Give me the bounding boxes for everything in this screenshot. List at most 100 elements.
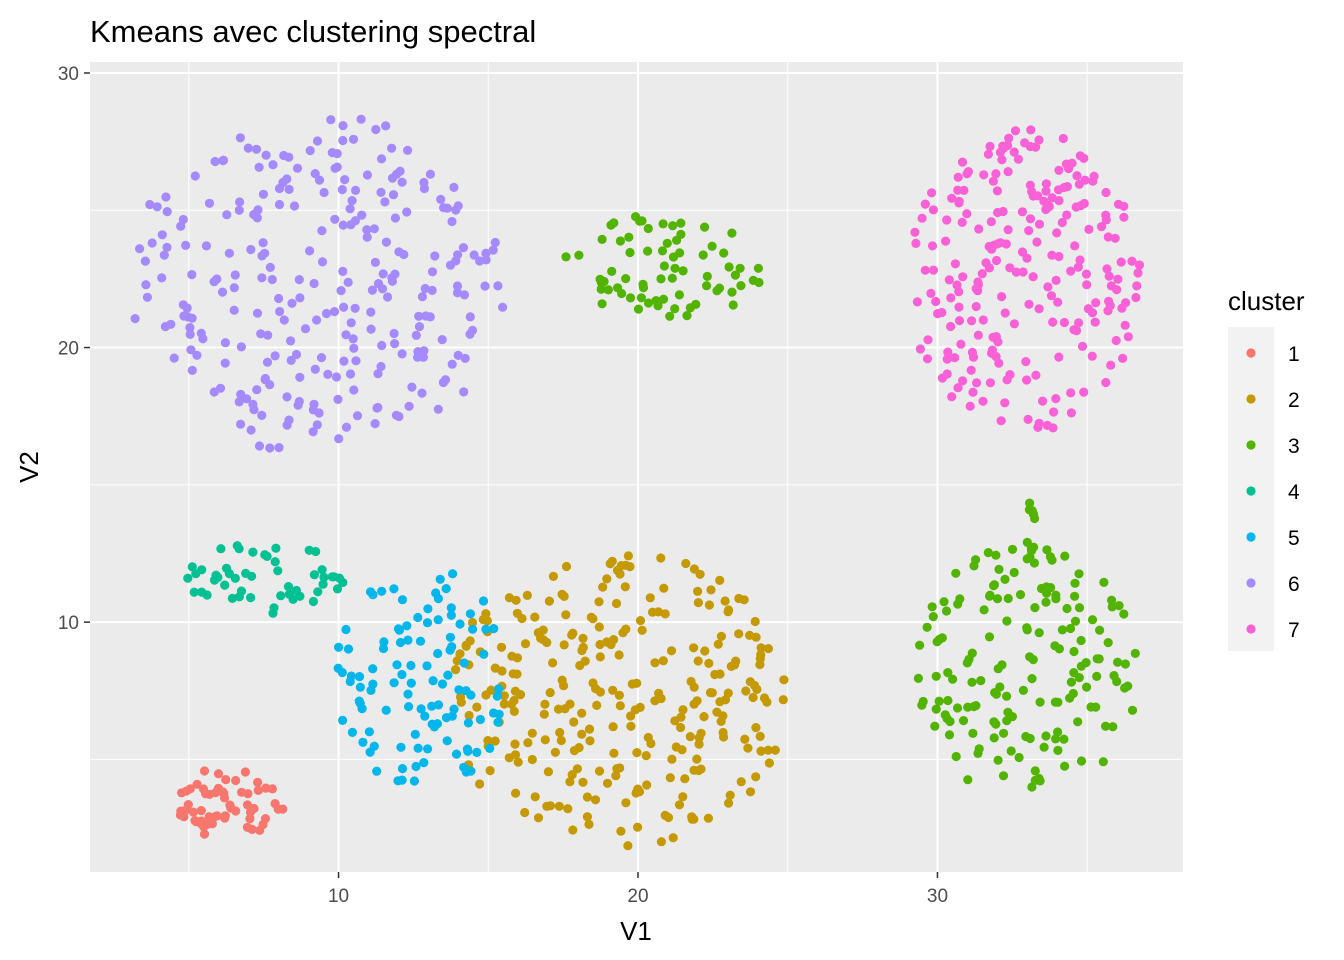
- data-point: [694, 733, 704, 743]
- data-point: [530, 792, 540, 802]
- data-point: [1024, 299, 1034, 309]
- data-point: [704, 600, 715, 610]
- data-point: [1025, 498, 1035, 508]
- legend-label-1: 1: [1288, 343, 1300, 366]
- data-point: [390, 269, 400, 279]
- data-point: [748, 692, 758, 703]
- data-point: [997, 292, 1007, 302]
- data-point: [417, 388, 427, 398]
- data-point: [1004, 133, 1014, 143]
- data-point: [293, 400, 303, 410]
- data-point: [394, 625, 404, 635]
- data-point: [402, 207, 412, 217]
- data-point: [540, 735, 550, 745]
- data-point: [540, 699, 550, 709]
- data-point: [1041, 186, 1051, 196]
- data-point: [422, 618, 433, 628]
- data-point: [720, 596, 730, 606]
- data-point: [1069, 646, 1079, 657]
- data-point: [656, 274, 666, 284]
- data-point: [234, 397, 244, 407]
- data-point: [719, 732, 729, 742]
- data-point: [937, 307, 947, 318]
- data-point: [954, 302, 964, 312]
- data-point: [187, 562, 197, 572]
- data-point: [1048, 423, 1058, 433]
- data-point: [428, 676, 438, 686]
- data-point: [252, 308, 263, 318]
- data-point: [962, 209, 972, 219]
- data-point: [561, 610, 571, 620]
- data-point: [449, 704, 459, 714]
- data-point: [464, 710, 474, 721]
- data-point: [332, 162, 342, 172]
- data-point: [676, 722, 686, 733]
- data-point: [494, 709, 504, 719]
- data-point: [602, 778, 613, 788]
- data-point: [702, 271, 712, 281]
- data-point: [578, 633, 588, 644]
- data-point: [627, 679, 637, 689]
- data-point: [282, 392, 292, 402]
- data-point: [1119, 212, 1129, 222]
- data-point: [338, 220, 348, 230]
- data-point: [685, 303, 695, 313]
- data-point: [1041, 179, 1051, 189]
- data-point: [213, 783, 223, 793]
- data-point: [314, 175, 325, 185]
- data-point: [658, 656, 668, 666]
- data-point: [1107, 595, 1117, 605]
- series-4: [183, 541, 348, 618]
- data-point: [578, 642, 588, 653]
- data-point: [993, 755, 1003, 765]
- data-point: [493, 281, 503, 291]
- data-point: [559, 640, 569, 650]
- data-point: [617, 288, 627, 299]
- data-point: [1081, 269, 1091, 279]
- data-point: [338, 121, 348, 131]
- data-point: [422, 661, 432, 671]
- data-point: [466, 690, 476, 700]
- data-point: [599, 276, 609, 287]
- data-point: [607, 556, 617, 566]
- data-point: [979, 170, 989, 180]
- data-point: [670, 263, 680, 273]
- data-point: [433, 648, 443, 659]
- data-point: [987, 348, 997, 358]
- data-point: [345, 676, 355, 687]
- data-point: [192, 779, 202, 789]
- data-point: [481, 609, 491, 619]
- data-point: [317, 226, 327, 236]
- data-point: [943, 695, 953, 706]
- data-point: [366, 324, 376, 334]
- data-point: [739, 595, 749, 605]
- data-point: [595, 639, 605, 650]
- data-point: [308, 405, 318, 415]
- data-point: [1079, 153, 1089, 163]
- data-point: [178, 214, 188, 225]
- data-point: [577, 729, 587, 739]
- data-point: [317, 565, 327, 575]
- data-point: [357, 704, 367, 714]
- data-point: [447, 711, 457, 721]
- data-point: [1098, 757, 1108, 767]
- data-point: [723, 688, 733, 698]
- data-point: [763, 644, 774, 654]
- data-point: [740, 734, 750, 744]
- data-point: [607, 266, 617, 276]
- data-point: [608, 685, 618, 695]
- data-point: [1017, 247, 1028, 257]
- data-point: [213, 769, 224, 779]
- data-point: [609, 635, 619, 645]
- data-point: [750, 680, 760, 691]
- data-point: [656, 837, 667, 847]
- data-point: [616, 561, 626, 571]
- data-point: [736, 777, 746, 787]
- data-point: [300, 324, 311, 334]
- data-point: [1132, 281, 1142, 291]
- data-point: [693, 586, 703, 597]
- data-point: [308, 596, 318, 607]
- data-point: [1002, 616, 1012, 626]
- data-point: [254, 441, 265, 451]
- data-point: [186, 345, 196, 355]
